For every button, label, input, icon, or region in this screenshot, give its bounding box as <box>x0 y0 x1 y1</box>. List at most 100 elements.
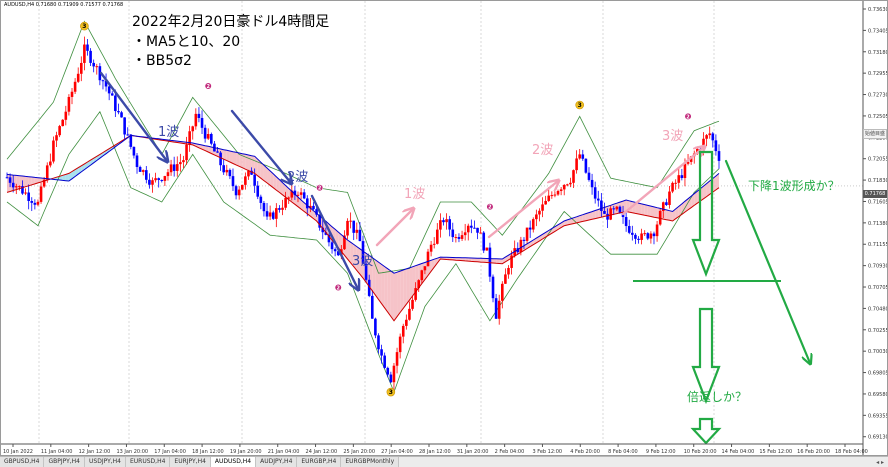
ma-fill-band <box>251 155 255 174</box>
ma-fill-band <box>650 206 654 218</box>
candle-body <box>460 235 464 239</box>
ma-fill-band <box>294 194 298 207</box>
candle-body <box>680 175 684 179</box>
y-tick-label: 0.73630 <box>868 7 888 13</box>
candle-body <box>67 96 71 112</box>
ma-fill-band <box>31 177 35 185</box>
pivot-label: 2 <box>686 114 690 120</box>
candle-body <box>501 283 504 301</box>
tab-gbpusd-h4[interactable]: GBPUSD,H4 <box>0 457 45 467</box>
candle-body <box>126 134 130 136</box>
candle-body <box>132 146 136 156</box>
tab-eurgbpmonthly[interactable]: EURGBPMonthly <box>341 457 400 467</box>
ma-fill-band <box>477 258 481 263</box>
chart-window[interactable]: 3 2 2 2 3 2 3 2 0.73630 0.73405 0.73180 0.72955 0.7… <box>0 0 888 456</box>
question-double: 倍返しか？ <box>687 390 748 404</box>
y-tick-label: 0.73180 <box>868 50 888 56</box>
candle-body <box>172 164 176 171</box>
ma-fill-band <box>239 153 243 168</box>
ma-fill-band <box>635 202 639 214</box>
candle-body <box>197 113 201 118</box>
green-block-arrow-3 <box>690 417 722 445</box>
pivot-label: 2 <box>488 205 492 211</box>
candle-body <box>296 194 300 196</box>
y-tick-label: 0.71830 <box>868 178 888 184</box>
candle-body <box>358 229 362 242</box>
candle-body <box>661 202 665 211</box>
candle-body <box>237 189 241 196</box>
tab-audusd-h4[interactable]: AUDUSD,H4 <box>210 457 257 467</box>
candle-body <box>423 266 427 271</box>
tab-usdjpy-h4[interactable]: USDJPY,H4 <box>85 457 126 467</box>
candle-body <box>463 232 467 236</box>
ma-fill-band <box>595 209 599 219</box>
y-tick-label: 0.72055 <box>868 157 888 163</box>
ma-fill-band <box>229 151 233 164</box>
candle-body <box>448 219 451 230</box>
candle-body <box>284 197 287 208</box>
candle-body <box>547 195 551 201</box>
candle-body <box>135 155 139 168</box>
candle-body <box>355 229 359 233</box>
candle-body <box>643 233 647 235</box>
ma-fill-band <box>496 258 500 264</box>
tab-eurjpy-h4[interactable]: EURJPY,H4 <box>170 457 211 467</box>
x-tick-label: 15 Feb 12:00 <box>759 449 792 455</box>
candle-body <box>107 86 111 94</box>
candle-body <box>606 213 609 220</box>
pivot-marker <box>684 112 692 121</box>
candle-body <box>141 170 145 172</box>
candle-body <box>145 170 148 180</box>
ma-fill-band <box>493 258 497 264</box>
price-chart[interactable]: 3 2 2 2 3 2 3 2 0.73630 0.73405 0.73180 0.72955 0.7… <box>1 1 888 456</box>
tab-scroll-arrows[interactable]: ◂ ▸ <box>876 458 884 466</box>
candle-body <box>420 270 424 281</box>
ma-fill-band <box>37 177 42 183</box>
candle-body <box>435 229 439 244</box>
candle-body <box>315 209 318 215</box>
candle-body <box>148 179 151 185</box>
candle-body <box>287 197 291 199</box>
down-wave-3-arrow <box>310 194 358 289</box>
candle-body <box>380 349 383 356</box>
ma-fill-band <box>675 206 679 219</box>
candle-body <box>21 186 24 194</box>
candle-body <box>346 220 349 236</box>
ma-fill-band <box>7 174 11 193</box>
candle-body <box>154 178 157 181</box>
ma-fill-band <box>19 175 23 189</box>
ma-fill-band <box>372 257 376 296</box>
candle-body <box>470 225 473 228</box>
price-scale-tag[interactable]: 始値目盛 <box>863 129 887 139</box>
symbol-tabs: GBPUSD,H4 GBPJPY,H4 USDJPY,H4 EURUSD,H4 EURJ… <box>0 456 888 467</box>
ma-fill-band <box>588 211 593 221</box>
candle-body <box>389 374 393 383</box>
pivot-label: 2 <box>336 285 340 291</box>
pivot-label: 2 <box>206 84 210 90</box>
candle-body <box>89 50 92 63</box>
ma-fill-band <box>28 176 32 186</box>
x-tick-label: 25 Jan 20:00 <box>343 449 375 455</box>
candle-body <box>361 241 365 264</box>
candle-body <box>550 195 554 197</box>
tab-eurusd-h4[interactable]: EURUSD,H4 <box>125 457 171 467</box>
candle-body <box>364 263 368 280</box>
tab-audjpy-h4[interactable]: AUDJPY,H4 <box>256 457 298 467</box>
tab-gbpjpy-h4[interactable]: GBPJPY,H4 <box>44 457 85 467</box>
ma-fill-band <box>338 231 342 252</box>
candle-body <box>488 247 492 277</box>
candle-body <box>352 220 356 233</box>
ma-fill-band <box>585 212 589 221</box>
candle-body <box>299 192 303 195</box>
x-tick-label: 28 Jan 12:00 <box>419 449 451 455</box>
candle-body <box>485 247 489 251</box>
candle-body <box>206 134 210 139</box>
candle-body <box>652 233 656 237</box>
candle-body <box>562 184 566 190</box>
candle-body <box>708 133 712 136</box>
green-block-arrow-2 <box>691 307 721 405</box>
candle-body <box>104 80 108 87</box>
tab-eurgbp-h4[interactable]: EURGBP,H4 <box>297 457 342 467</box>
ma-fill-band <box>666 209 670 221</box>
candle-body <box>290 190 294 198</box>
